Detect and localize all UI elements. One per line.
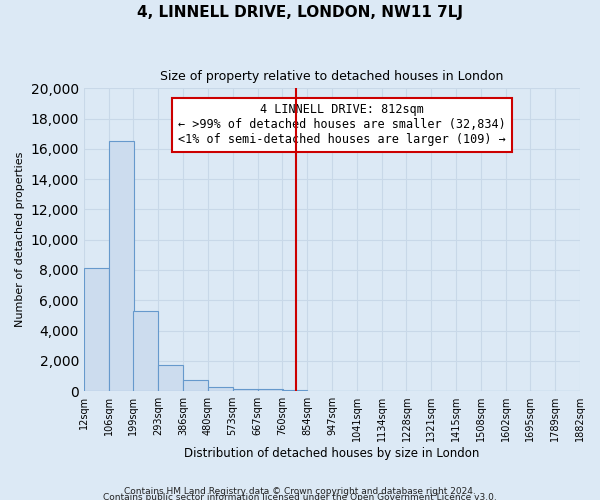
Text: 4, LINNELL DRIVE, LONDON, NW11 7LJ: 4, LINNELL DRIVE, LONDON, NW11 7LJ <box>137 5 463 20</box>
Bar <box>133 311 158 391</box>
Text: Contains HM Land Registry data © Crown copyright and database right 2024.: Contains HM Land Registry data © Crown c… <box>124 486 476 496</box>
Title: Size of property relative to detached houses in London: Size of property relative to detached ho… <box>160 70 503 83</box>
Bar <box>109 142 134 391</box>
Bar <box>183 380 208 391</box>
Bar <box>233 388 257 391</box>
Text: 4 LINNELL DRIVE: 812sqm
← >99% of detached houses are smaller (32,834)
<1% of se: 4 LINNELL DRIVE: 812sqm ← >99% of detach… <box>178 104 506 146</box>
Bar <box>84 268 109 391</box>
Bar <box>208 387 233 391</box>
Y-axis label: Number of detached properties: Number of detached properties <box>15 152 25 328</box>
Bar <box>158 364 183 391</box>
X-axis label: Distribution of detached houses by size in London: Distribution of detached houses by size … <box>184 447 479 460</box>
Text: Contains public sector information licensed under the Open Government Licence v3: Contains public sector information licen… <box>103 492 497 500</box>
Bar <box>257 390 283 391</box>
Bar <box>282 390 307 391</box>
